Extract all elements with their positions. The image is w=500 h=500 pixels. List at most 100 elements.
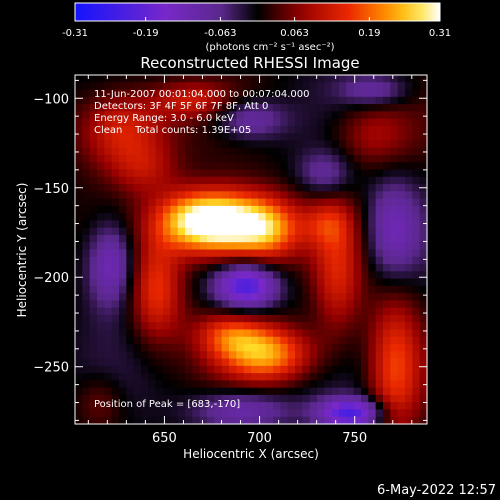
heatmap-cell	[375, 133, 384, 142]
heatmap-cell	[97, 140, 105, 149]
heatmap-cell	[251, 140, 259, 149]
heatmap-cell	[273, 89, 281, 98]
heatmap-cell	[170, 256, 179, 265]
heatmap-cell	[163, 387, 171, 396]
heatmap-cell	[221, 336, 230, 345]
heatmap-cell	[104, 285, 113, 294]
heatmap-cell	[243, 409, 252, 418]
heatmap-cell	[155, 234, 164, 243]
heatmap-cell	[185, 344, 193, 352]
heatmap-cell	[214, 96, 223, 105]
heatmap-cell	[177, 104, 186, 112]
heatmap-cell	[119, 249, 127, 258]
heatmap-cell	[251, 82, 259, 91]
heatmap-cell	[324, 147, 333, 156]
heatmap-cell	[346, 336, 355, 345]
heatmap-cell	[251, 104, 259, 112]
heatmap-cell	[287, 314, 296, 323]
heatmap-cell	[405, 75, 413, 83]
heatmap-cell	[82, 271, 91, 280]
heatmap-cell	[258, 249, 267, 258]
heatmap-cell	[251, 176, 259, 185]
heatmap-cell	[170, 264, 179, 272]
heatmap-cell	[82, 140, 91, 149]
heatmap-cell	[148, 184, 157, 192]
heatmap-cell	[170, 336, 179, 345]
heatmap-cell	[397, 82, 406, 91]
heatmap-cell	[397, 373, 406, 381]
heatmap-cell	[331, 133, 340, 142]
heatmap-cell	[111, 365, 120, 374]
heatmap-cell	[361, 198, 369, 207]
heatmap-cell	[353, 234, 362, 243]
heatmap-cell	[361, 213, 369, 222]
heatmap-cell	[258, 402, 267, 411]
heatmap-cell	[361, 234, 369, 243]
heatmap-cell	[97, 111, 105, 120]
heatmap-cell	[126, 285, 135, 294]
heatmap-cell	[229, 176, 237, 185]
heatmap-cell	[390, 89, 399, 98]
heatmap-cell	[141, 314, 149, 323]
heatmap-cell	[302, 358, 311, 367]
heatmap-cell	[368, 198, 377, 207]
heatmap-cell	[324, 336, 333, 345]
heatmap-cell	[207, 191, 215, 200]
heatmap-cell	[148, 293, 157, 301]
heatmap-cell	[89, 300, 98, 309]
heatmap-cell	[199, 96, 208, 105]
heatmap-cell	[221, 314, 230, 323]
heatmap-cell	[82, 227, 91, 236]
heatmap-cell	[317, 402, 325, 411]
heatmap-cell	[75, 285, 83, 294]
heatmap-cell	[97, 75, 105, 83]
heatmap-cell	[185, 380, 193, 389]
heatmap-cell	[111, 198, 120, 207]
heatmap-cell	[177, 256, 186, 265]
heatmap-cell	[273, 409, 281, 418]
heatmap-cell	[390, 198, 399, 207]
heatmap-cell	[155, 365, 164, 374]
heatmap-cell	[353, 118, 362, 127]
heatmap-cell	[141, 249, 149, 258]
heatmap-cell	[170, 249, 179, 258]
colorbar-tick-label: 0.063	[280, 28, 309, 39]
heatmap-cell	[368, 278, 377, 287]
heatmap-cell	[324, 322, 333, 331]
heatmap-cell	[419, 300, 428, 309]
heatmap-cell	[273, 358, 281, 367]
heatmap-cell	[104, 409, 113, 418]
heatmap-cell	[243, 133, 252, 142]
heatmap-cell	[214, 154, 223, 163]
annotation-detectors: Detectors: 3F 4F 5F 6F 7F 8F, Att 0	[94, 101, 268, 112]
heatmap-cell	[309, 234, 318, 243]
heatmap-cell	[82, 380, 91, 389]
heatmap-cell	[397, 169, 406, 178]
heatmap-cell	[104, 176, 113, 185]
heatmap-cell	[229, 402, 237, 411]
heatmap-cell	[163, 184, 171, 192]
heatmap-cell	[353, 96, 362, 105]
heatmap-cell	[126, 111, 135, 120]
heatmap-cell	[104, 365, 113, 374]
heatmap-cell	[405, 249, 413, 258]
heatmap-cell	[339, 154, 347, 163]
chart-title: Reconstructed RHESSI Image	[140, 54, 359, 72]
heatmap-cell	[287, 358, 296, 367]
heatmap-cell	[199, 264, 208, 272]
heatmap-cell	[331, 373, 340, 381]
heatmap-cell	[207, 314, 215, 323]
heatmap-cell	[397, 271, 406, 280]
heatmap-cell	[324, 213, 333, 222]
heatmap-cell	[199, 234, 208, 243]
heatmap-cell	[104, 307, 113, 316]
heatmap-cell	[148, 264, 157, 272]
heatmap-cell	[419, 191, 428, 200]
heatmap-cell	[419, 256, 428, 265]
heatmap-cell	[295, 416, 303, 425]
heatmap-cell	[295, 104, 303, 112]
heatmap-cell	[170, 169, 179, 178]
heatmap-cell	[126, 96, 135, 105]
heatmap-cell	[375, 198, 384, 207]
heatmap-cell	[390, 387, 399, 396]
